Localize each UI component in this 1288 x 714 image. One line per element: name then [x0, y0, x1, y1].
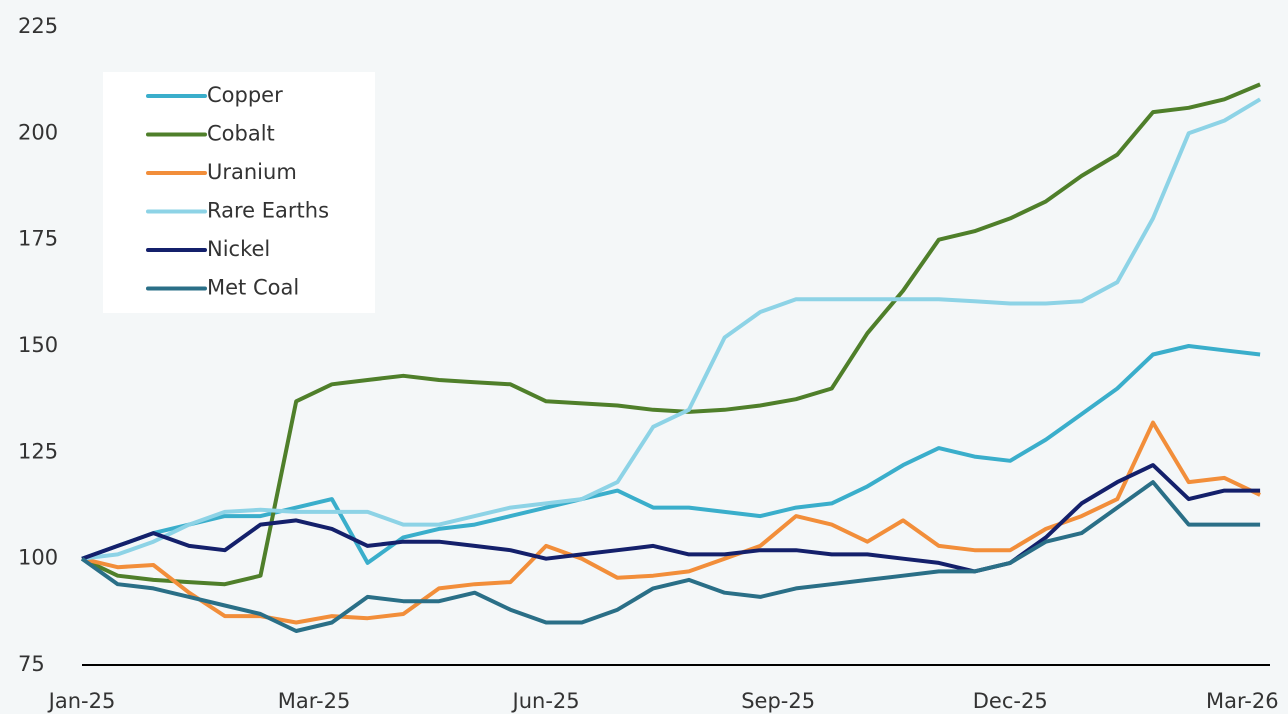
x-tick-label: Mar-26 [1206, 689, 1279, 713]
y-tick-label: 175 [18, 227, 58, 251]
y-tick-label: 125 [18, 439, 58, 463]
legend-box [103, 72, 375, 313]
legend-label: Nickel [207, 237, 270, 261]
y-tick-label: 200 [18, 120, 58, 144]
x-tick-label: Jun-25 [511, 689, 580, 713]
legend-label: Copper [207, 83, 283, 107]
legend-label: Cobalt [207, 122, 275, 146]
y-tick-label: 75 [18, 652, 45, 676]
line-series [81, 97, 1262, 561]
legend-label: Uranium [207, 160, 297, 184]
line-series [80, 480, 1261, 633]
x-tick-label: Dec-25 [973, 689, 1048, 713]
y-tick-label: 100 [18, 546, 58, 570]
line-series [81, 463, 1261, 574]
y-tick-label: 150 [18, 333, 58, 357]
x-tick-label: Sep-25 [741, 689, 815, 713]
legend-label: Met Coal [207, 276, 299, 300]
line-series [81, 420, 1261, 625]
x-tick-label: Jan-25 [47, 689, 116, 713]
x-tick-label: Mar-25 [278, 689, 351, 713]
legend-label: Rare Earths [207, 199, 329, 223]
y-tick-label: 225 [18, 14, 58, 38]
line-series [81, 82, 1261, 587]
